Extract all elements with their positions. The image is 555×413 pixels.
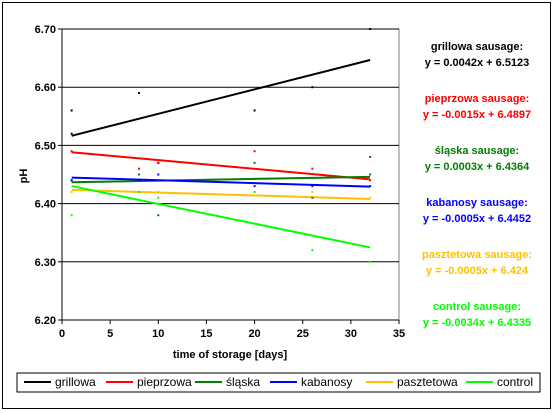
equation-title: pasztetowa sausage: [422, 249, 532, 261]
data-point-grillowa [311, 86, 314, 89]
legend-label: kabanosy [301, 375, 352, 389]
legend-label: śląska [226, 375, 260, 389]
data-point-pieprzowa [70, 150, 73, 153]
trend-line-pieprzowa [71, 151, 371, 181]
equation-formula: y = 0.0042x + 6.5123 [425, 57, 530, 69]
data-point-pieprzowa [138, 167, 141, 170]
data-point-kabanosy [138, 179, 141, 182]
equation-formula: y = -0.0005x + 6.424 [426, 265, 529, 277]
x-tick-labels: 0 5 10 15 20 25 30 35 [59, 320, 405, 340]
y-tick-label: 6.70 [35, 24, 56, 36]
data-point-pasztetowa [311, 190, 314, 193]
x-axis-title: time of storage [days] [173, 349, 288, 361]
data-point-śląska [369, 173, 372, 176]
equation-title: śląska sausage: [435, 145, 519, 157]
trend-line-grillowa [71, 59, 371, 137]
x-tick-label: 10 [152, 328, 164, 340]
data-point-control [138, 190, 141, 193]
data-point-kabanosy [369, 185, 372, 188]
y-axis-title: pH [18, 169, 30, 184]
trend-line-control [71, 185, 371, 249]
data-point-śląska [157, 214, 160, 217]
y-tick-label: 6.60 [35, 82, 56, 94]
trend-equations: grillowa sausage: y = 0.0042x + 6.5123 pie… [422, 41, 532, 329]
equation-title: control sausage: [433, 301, 521, 313]
data-point-grillowa [369, 28, 372, 30]
legend-label: control [497, 375, 533, 389]
equation-formula: y = -0.0034x + 6.4335 [423, 317, 531, 329]
trend-lines [71, 59, 371, 249]
plot-area [61, 28, 400, 321]
data-points [70, 28, 372, 263]
y-tick-label: 6.40 [35, 199, 56, 211]
data-point-grillowa [70, 109, 73, 112]
y-tick-labels: 6.20 6.30 6.40 6.50 6.60 6.70 [35, 24, 62, 327]
equation-title: grillowa sausage: [431, 41, 523, 53]
data-point-śląska [138, 173, 141, 176]
x-tick-label: 35 [393, 328, 405, 340]
data-point-control [369, 260, 372, 263]
x-tick-label: 15 [200, 328, 212, 340]
data-point-pasztetowa [70, 190, 73, 193]
gridlines [62, 28, 399, 263]
legend-label: grillowa [55, 375, 96, 389]
y-tick-label: 6.30 [35, 257, 56, 269]
data-point-kabanosy [311, 185, 314, 188]
data-point-pieprzowa [157, 161, 160, 164]
legend: grillowa pieprzowa śląska kabanosy pasztetow… [24, 375, 533, 389]
data-point-control [311, 249, 314, 252]
equation-title: kabanosy sausage: [426, 197, 528, 209]
data-point-control [253, 190, 256, 193]
trend-line-kabanosy [71, 176, 371, 188]
data-point-control [157, 196, 160, 199]
equation-title: pieprzowa sausage: [425, 93, 530, 105]
trend-line-śląska [71, 175, 371, 184]
x-tick-label: 25 [297, 328, 309, 340]
data-point-śląska [369, 156, 372, 159]
equation-formula: y = -0.0015x + 6.4897 [423, 109, 531, 121]
data-point-śląska [253, 161, 256, 164]
equation-formula: y = 0.0003x + 6.4364 [425, 161, 530, 173]
data-point-kabanosy [157, 173, 160, 176]
equation-formula: y = -0.0005x + 6.4452 [423, 213, 531, 225]
data-point-grillowa [253, 109, 256, 112]
x-tick-label: 20 [248, 328, 260, 340]
data-point-pieprzowa [369, 179, 372, 182]
x-tick-label: 0 [59, 328, 65, 340]
legend-label: pieprzowa [137, 375, 192, 389]
y-tick-label: 6.50 [35, 140, 56, 152]
data-point-pieprzowa [311, 167, 314, 170]
trend-line-pasztetowa [71, 188, 371, 200]
x-tick-label: 5 [107, 328, 113, 340]
data-point-control [70, 214, 73, 217]
data-point-pieprzowa [253, 150, 256, 153]
data-point-grillowa [70, 132, 73, 135]
data-point-śląska [311, 196, 314, 199]
data-point-pasztetowa [369, 196, 372, 199]
x-tick-label: 30 [345, 328, 357, 340]
data-point-kabanosy [70, 179, 73, 182]
data-point-pasztetowa [157, 190, 160, 193]
data-point-kabanosy [253, 185, 256, 188]
axes [61, 29, 399, 321]
data-point-grillowa [138, 92, 141, 95]
legend-label: pasztetowa [397, 375, 458, 389]
y-tick-label: 6.20 [35, 315, 56, 327]
